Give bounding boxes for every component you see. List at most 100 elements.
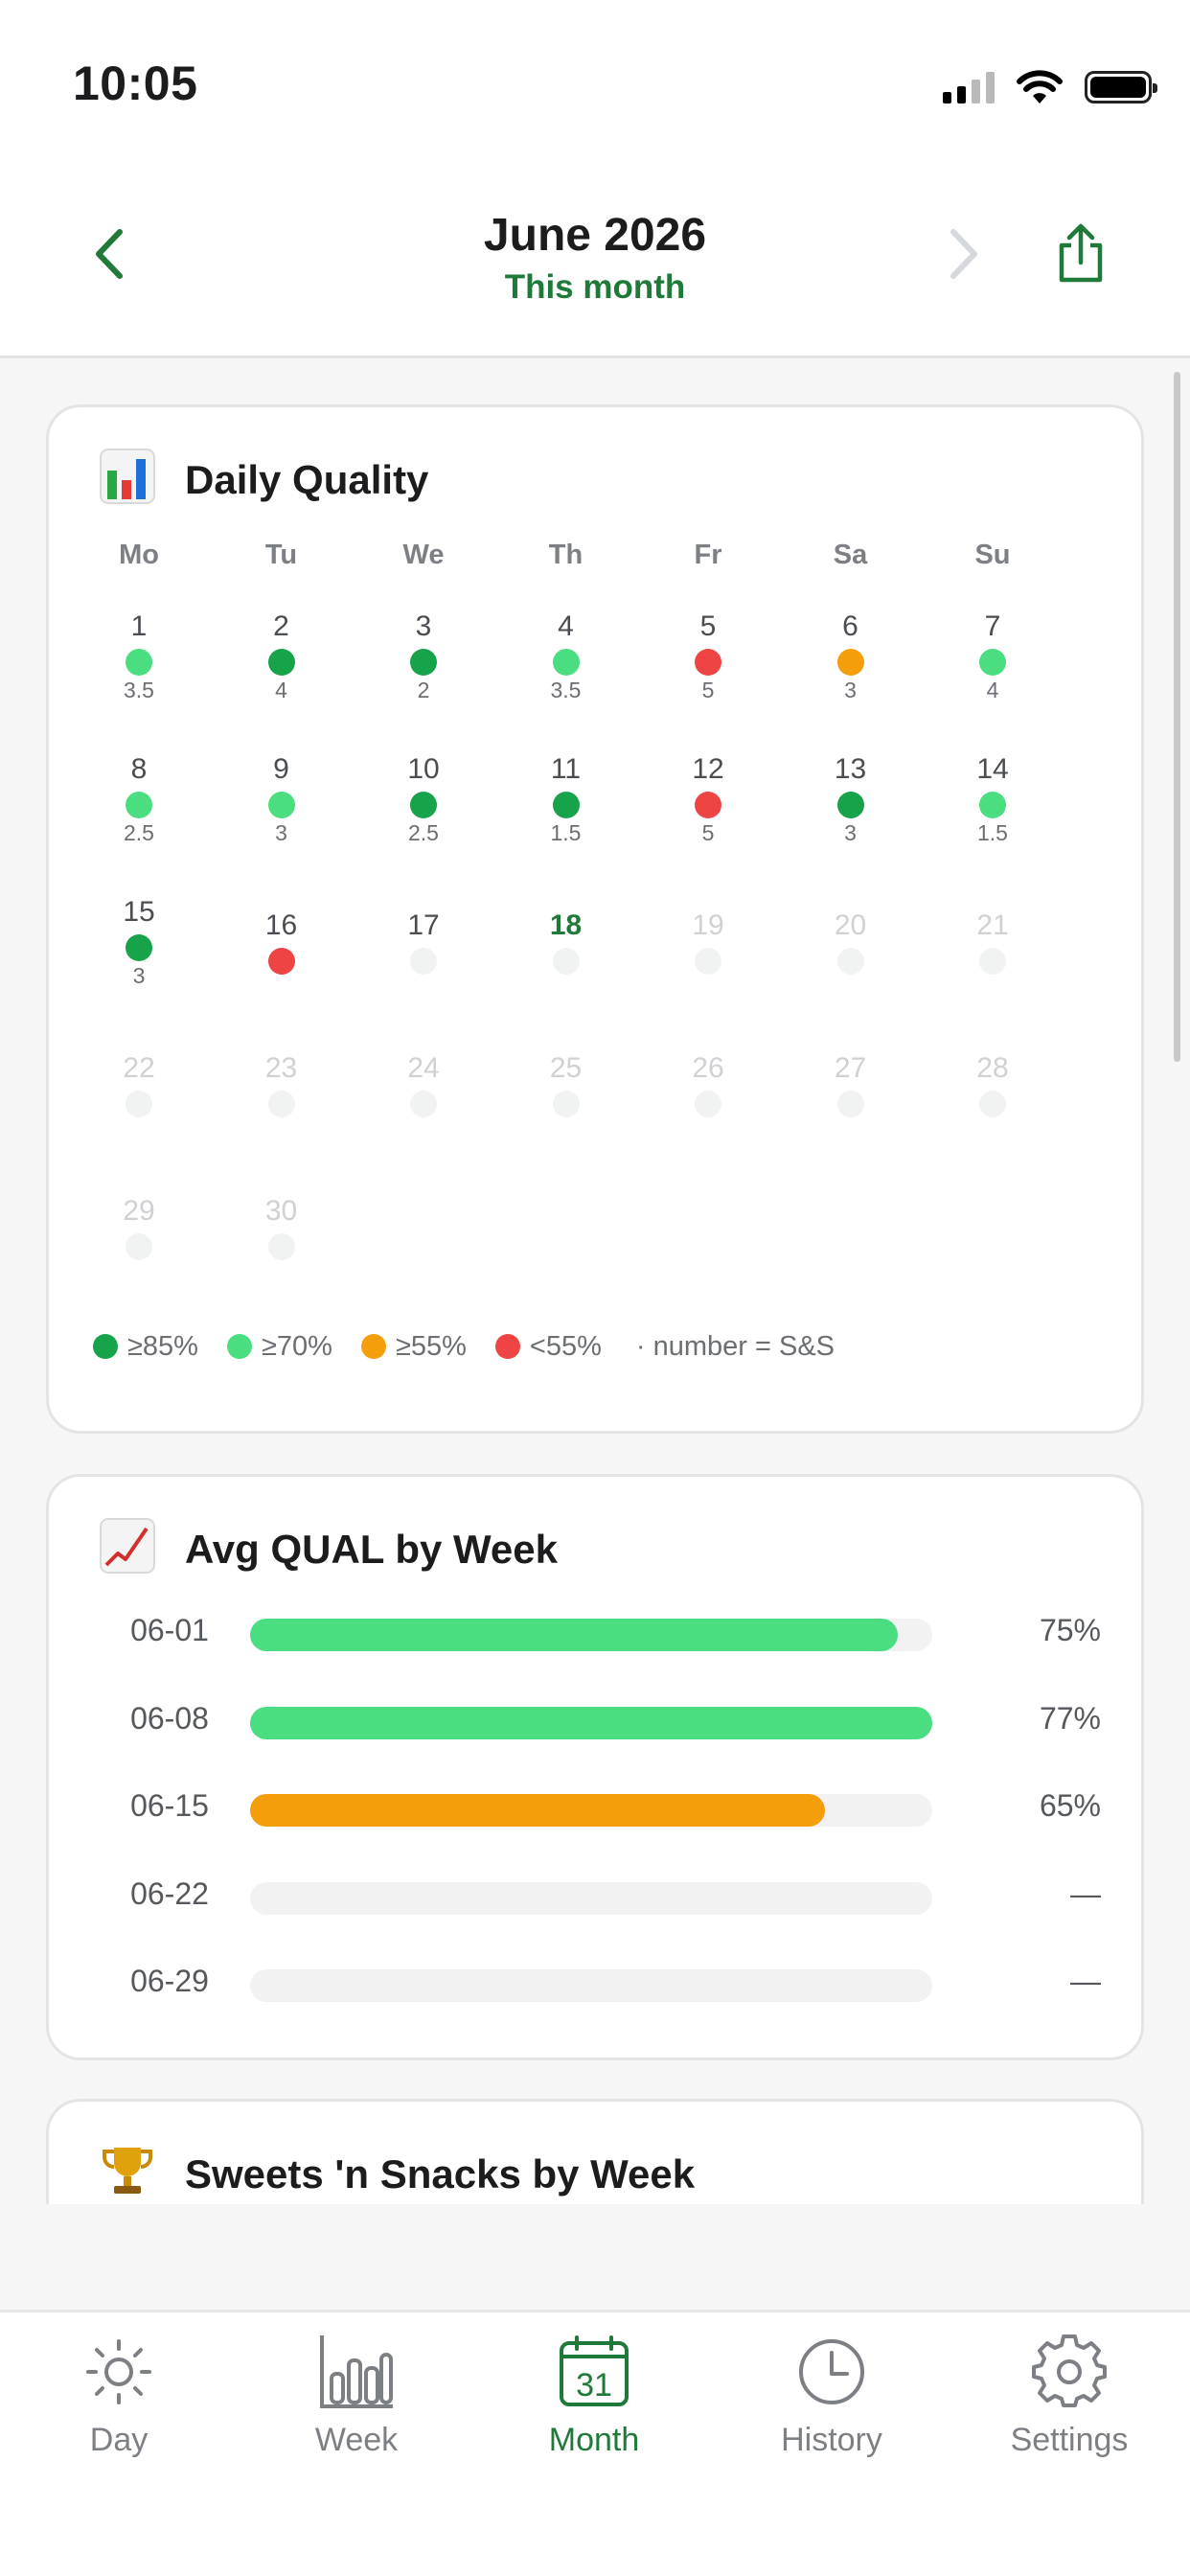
- week-row: 06-29 —: [49, 1956, 1147, 2013]
- calendar-day: 24: [353, 1039, 494, 1154]
- quality-dot: [410, 948, 437, 975]
- calendar-day[interactable]: 1 3.5: [68, 610, 210, 725]
- calendar-day-number: 1: [130, 610, 148, 642]
- calendar-day-number: 19: [692, 909, 724, 941]
- quality-bar-fill: [250, 1794, 825, 1827]
- quality-dot: [836, 792, 864, 818]
- scrollbar[interactable]: [1174, 372, 1180, 1062]
- calendar-day: 20: [780, 896, 922, 1011]
- calendar-day-number: 17: [407, 909, 440, 941]
- calendar-day-number: 8: [130, 753, 148, 785]
- tab-history-label: History: [781, 2422, 882, 2458]
- calendar-day[interactable]: 4 3.5: [495, 610, 637, 725]
- sun-icon: [79, 2332, 159, 2412]
- quality-dot: [552, 1091, 580, 1117]
- calendar-day-number: 27: [834, 1052, 867, 1084]
- quality-dot: [267, 649, 295, 676]
- sweets-snacks-title: Sweets 'n Snacks by Week: [185, 2151, 696, 2196]
- legend-label: <55%: [529, 1330, 602, 1362]
- quality-dot: [267, 1233, 295, 1260]
- weekday-header: Su: [974, 540, 1011, 570]
- week-label: 06-08: [130, 1700, 209, 1736]
- share-button[interactable]: [1050, 217, 1111, 289]
- calendar-day[interactable]: 16: [211, 896, 353, 1011]
- sweets-snacks-value: 5: [701, 820, 715, 845]
- calendar-day[interactable]: 11 1.5: [495, 753, 637, 868]
- quality-bar-track: [250, 1794, 932, 1827]
- week-label: 06-29: [130, 1964, 209, 1998]
- calendar-day-number: 6: [842, 610, 858, 642]
- week-label: 06-22: [130, 1875, 209, 1911]
- week-percent: —: [1070, 1964, 1101, 1998]
- calendar-day[interactable]: 13 3: [780, 753, 922, 868]
- quality-dot: [410, 649, 437, 676]
- quality-dot: [126, 649, 152, 676]
- legend-label: ≥70%: [261, 1330, 332, 1362]
- legend-dot: [93, 1334, 118, 1359]
- tab-month[interactable]: 31 Month: [475, 2332, 713, 2495]
- month-title: June 2026: [483, 210, 707, 261]
- sweets-snacks-value: 3: [844, 678, 857, 702]
- calendar-day[interactable]: 17: [353, 896, 494, 1011]
- sweets-snacks-card: Sweets 'n Snacks by Week: [46, 2099, 1144, 2204]
- calendar-day-number: 5: [699, 610, 717, 642]
- quality-dot: [552, 948, 580, 975]
- calendar-day-number: 12: [692, 753, 724, 785]
- sweets-snacks-value: 4: [275, 678, 287, 702]
- tab-week[interactable]: Week: [238, 2332, 475, 2495]
- calendar-day: 19: [637, 896, 779, 1011]
- chevron-left-icon: [96, 229, 123, 279]
- legend-dot: [360, 1334, 386, 1359]
- legend-label: ≥55%: [395, 1330, 467, 1362]
- status-time: 10:05: [73, 57, 198, 110]
- calendar-day-number: 2: [273, 610, 289, 642]
- calendar-day-number: 30: [264, 1195, 298, 1227]
- gear-icon: [1029, 2332, 1110, 2412]
- tab-day[interactable]: Day: [0, 2332, 238, 2495]
- tab-day-label: Day: [89, 2422, 149, 2458]
- quality-dot: [836, 1091, 864, 1117]
- calendar-day-number: 22: [123, 1052, 155, 1084]
- calendar-day: 23: [211, 1039, 353, 1154]
- next-month-button[interactable]: [935, 220, 993, 288]
- calendar-day[interactable]: 12 5: [637, 753, 779, 868]
- calendar-day: 30: [211, 1182, 353, 1297]
- calendar-icon-day: 31: [576, 2367, 612, 2404]
- calendar-day[interactable]: 10 2.5: [353, 753, 494, 868]
- avg-qual-by-week-card: Avg QUAL by Week 06-01 75% 06-08 77% 06-15 65…: [46, 1474, 1144, 2060]
- quality-dot: [126, 792, 152, 818]
- quality-dot: [552, 649, 580, 676]
- calendar-day-number: 16: [264, 909, 298, 941]
- quality-dot: [979, 948, 1006, 975]
- calendar-day[interactable]: 15 3: [68, 896, 210, 1011]
- quality-dot: [836, 649, 864, 676]
- legend-label: ≥85%: [127, 1330, 198, 1362]
- sweets-snacks-value: 3: [844, 820, 857, 845]
- legend-dot: [494, 1334, 520, 1359]
- calendar-day[interactable]: 8 2.5: [68, 753, 210, 868]
- calendar-day: 21: [922, 896, 1064, 1011]
- sweets-snacks-value: 3: [132, 963, 146, 988]
- calendar-day-number: 4: [558, 610, 574, 642]
- quality-dot: [126, 1091, 152, 1117]
- sweets-snacks-value: 3.5: [124, 678, 154, 702]
- tab-settings[interactable]: Settings: [950, 2332, 1188, 2495]
- quality-dot: [695, 1091, 721, 1117]
- tab-history[interactable]: History: [713, 2332, 950, 2495]
- month-content[interactable]: Daily Quality Mo Tu We Th Fr Sa Su 1 3.5 2 4 3 2 4 3.5…: [0, 358, 1190, 2204]
- sweets-snacks-value: 2.5: [124, 820, 154, 845]
- weekday-header: Mo: [119, 540, 159, 570]
- battery-icon: [1085, 71, 1157, 104]
- calendar-day[interactable]: 14 1.5: [922, 753, 1064, 868]
- calendar-day-number: 14: [976, 753, 1009, 785]
- sweets-snacks-value: 5: [701, 678, 715, 702]
- quality-dot: [410, 792, 437, 818]
- previous-month-button[interactable]: [80, 220, 138, 288]
- calendar-day[interactable]: 18: [495, 896, 637, 1011]
